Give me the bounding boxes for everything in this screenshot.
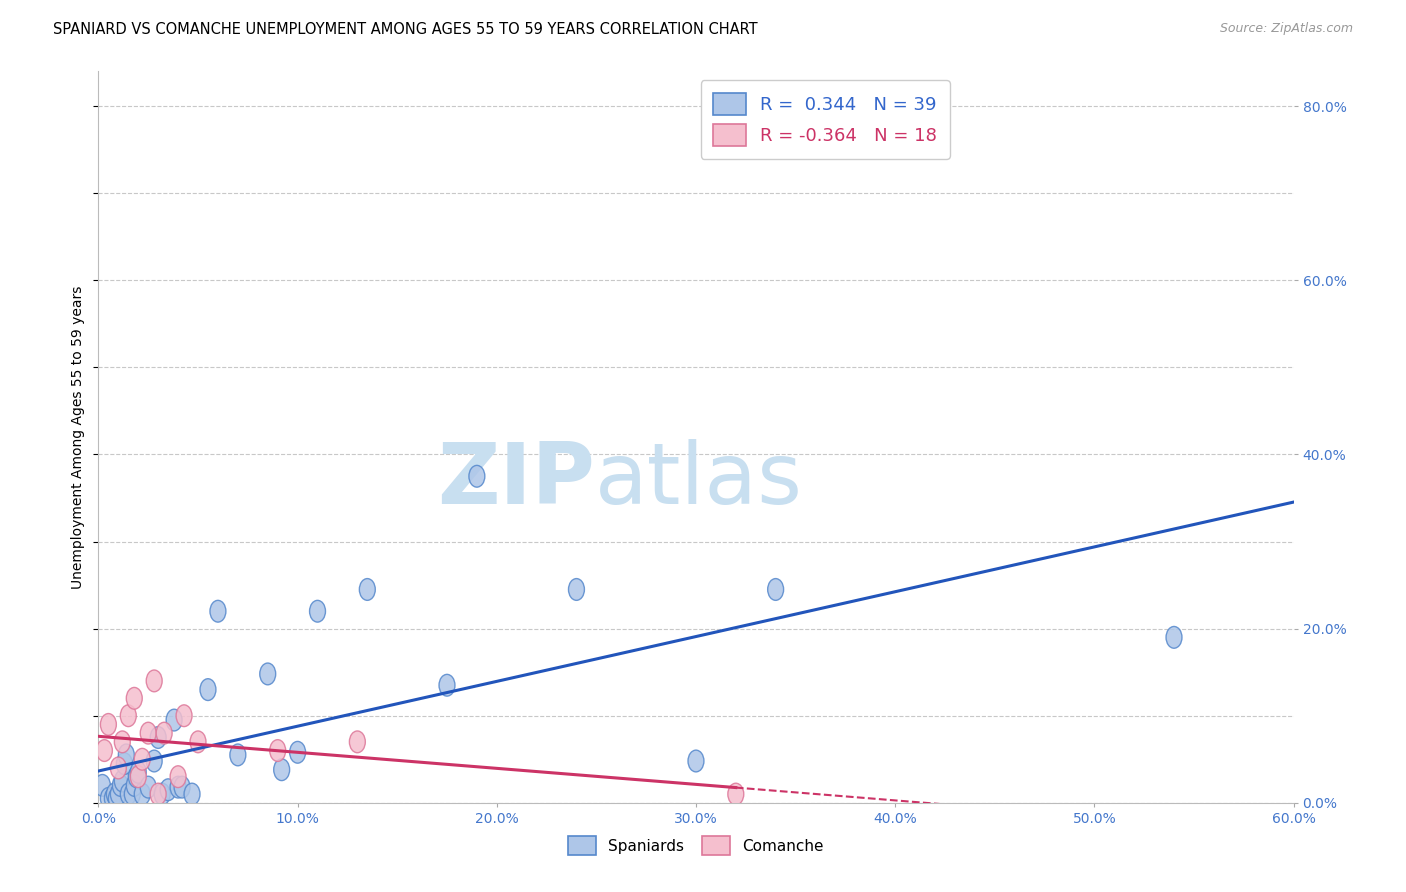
Ellipse shape (190, 731, 207, 753)
Ellipse shape (728, 783, 744, 805)
Ellipse shape (688, 750, 704, 772)
Ellipse shape (360, 579, 375, 600)
Ellipse shape (128, 766, 145, 788)
Ellipse shape (150, 783, 166, 805)
Ellipse shape (114, 770, 131, 792)
Ellipse shape (114, 731, 131, 753)
Ellipse shape (146, 750, 162, 772)
Ellipse shape (117, 753, 132, 774)
Ellipse shape (768, 579, 783, 600)
Ellipse shape (439, 674, 456, 696)
Ellipse shape (107, 783, 122, 805)
Ellipse shape (176, 705, 193, 727)
Ellipse shape (118, 744, 135, 766)
Ellipse shape (121, 705, 136, 727)
Ellipse shape (270, 739, 285, 762)
Ellipse shape (135, 748, 150, 770)
Ellipse shape (108, 788, 124, 809)
Ellipse shape (131, 766, 146, 788)
Legend: Spaniards, Comanche: Spaniards, Comanche (562, 830, 830, 861)
Text: Source: ZipAtlas.com: Source: ZipAtlas.com (1219, 22, 1353, 36)
Ellipse shape (127, 774, 142, 797)
Text: ZIP: ZIP (437, 440, 595, 523)
Ellipse shape (470, 466, 485, 487)
Ellipse shape (135, 783, 150, 805)
Ellipse shape (166, 709, 183, 731)
Ellipse shape (350, 731, 366, 753)
Ellipse shape (150, 727, 166, 748)
Ellipse shape (170, 766, 186, 788)
Ellipse shape (121, 783, 136, 805)
Ellipse shape (231, 744, 246, 766)
Ellipse shape (100, 714, 117, 735)
Ellipse shape (94, 774, 111, 797)
Ellipse shape (309, 600, 326, 622)
Ellipse shape (274, 759, 290, 780)
Ellipse shape (200, 679, 217, 700)
Ellipse shape (131, 762, 146, 783)
Ellipse shape (124, 783, 141, 805)
Text: atlas: atlas (595, 440, 803, 523)
Ellipse shape (1166, 626, 1182, 648)
Ellipse shape (174, 776, 190, 798)
Text: SPANIARD VS COMANCHE UNEMPLOYMENT AMONG AGES 55 TO 59 YEARS CORRELATION CHART: SPANIARD VS COMANCHE UNEMPLOYMENT AMONG … (53, 22, 758, 37)
Ellipse shape (156, 723, 172, 744)
Ellipse shape (112, 774, 128, 797)
Ellipse shape (127, 688, 142, 709)
Ellipse shape (111, 757, 127, 779)
Ellipse shape (97, 739, 112, 762)
Ellipse shape (209, 600, 226, 622)
Ellipse shape (170, 776, 186, 798)
Ellipse shape (111, 783, 127, 805)
Y-axis label: Unemployment Among Ages 55 to 59 years: Unemployment Among Ages 55 to 59 years (72, 285, 86, 589)
Ellipse shape (568, 579, 585, 600)
Ellipse shape (146, 670, 162, 692)
Ellipse shape (141, 723, 156, 744)
Ellipse shape (260, 663, 276, 685)
Ellipse shape (184, 783, 200, 805)
Ellipse shape (100, 788, 117, 809)
Ellipse shape (141, 776, 156, 798)
Ellipse shape (104, 788, 121, 809)
Ellipse shape (290, 741, 305, 764)
Ellipse shape (160, 779, 176, 801)
Ellipse shape (155, 783, 170, 805)
